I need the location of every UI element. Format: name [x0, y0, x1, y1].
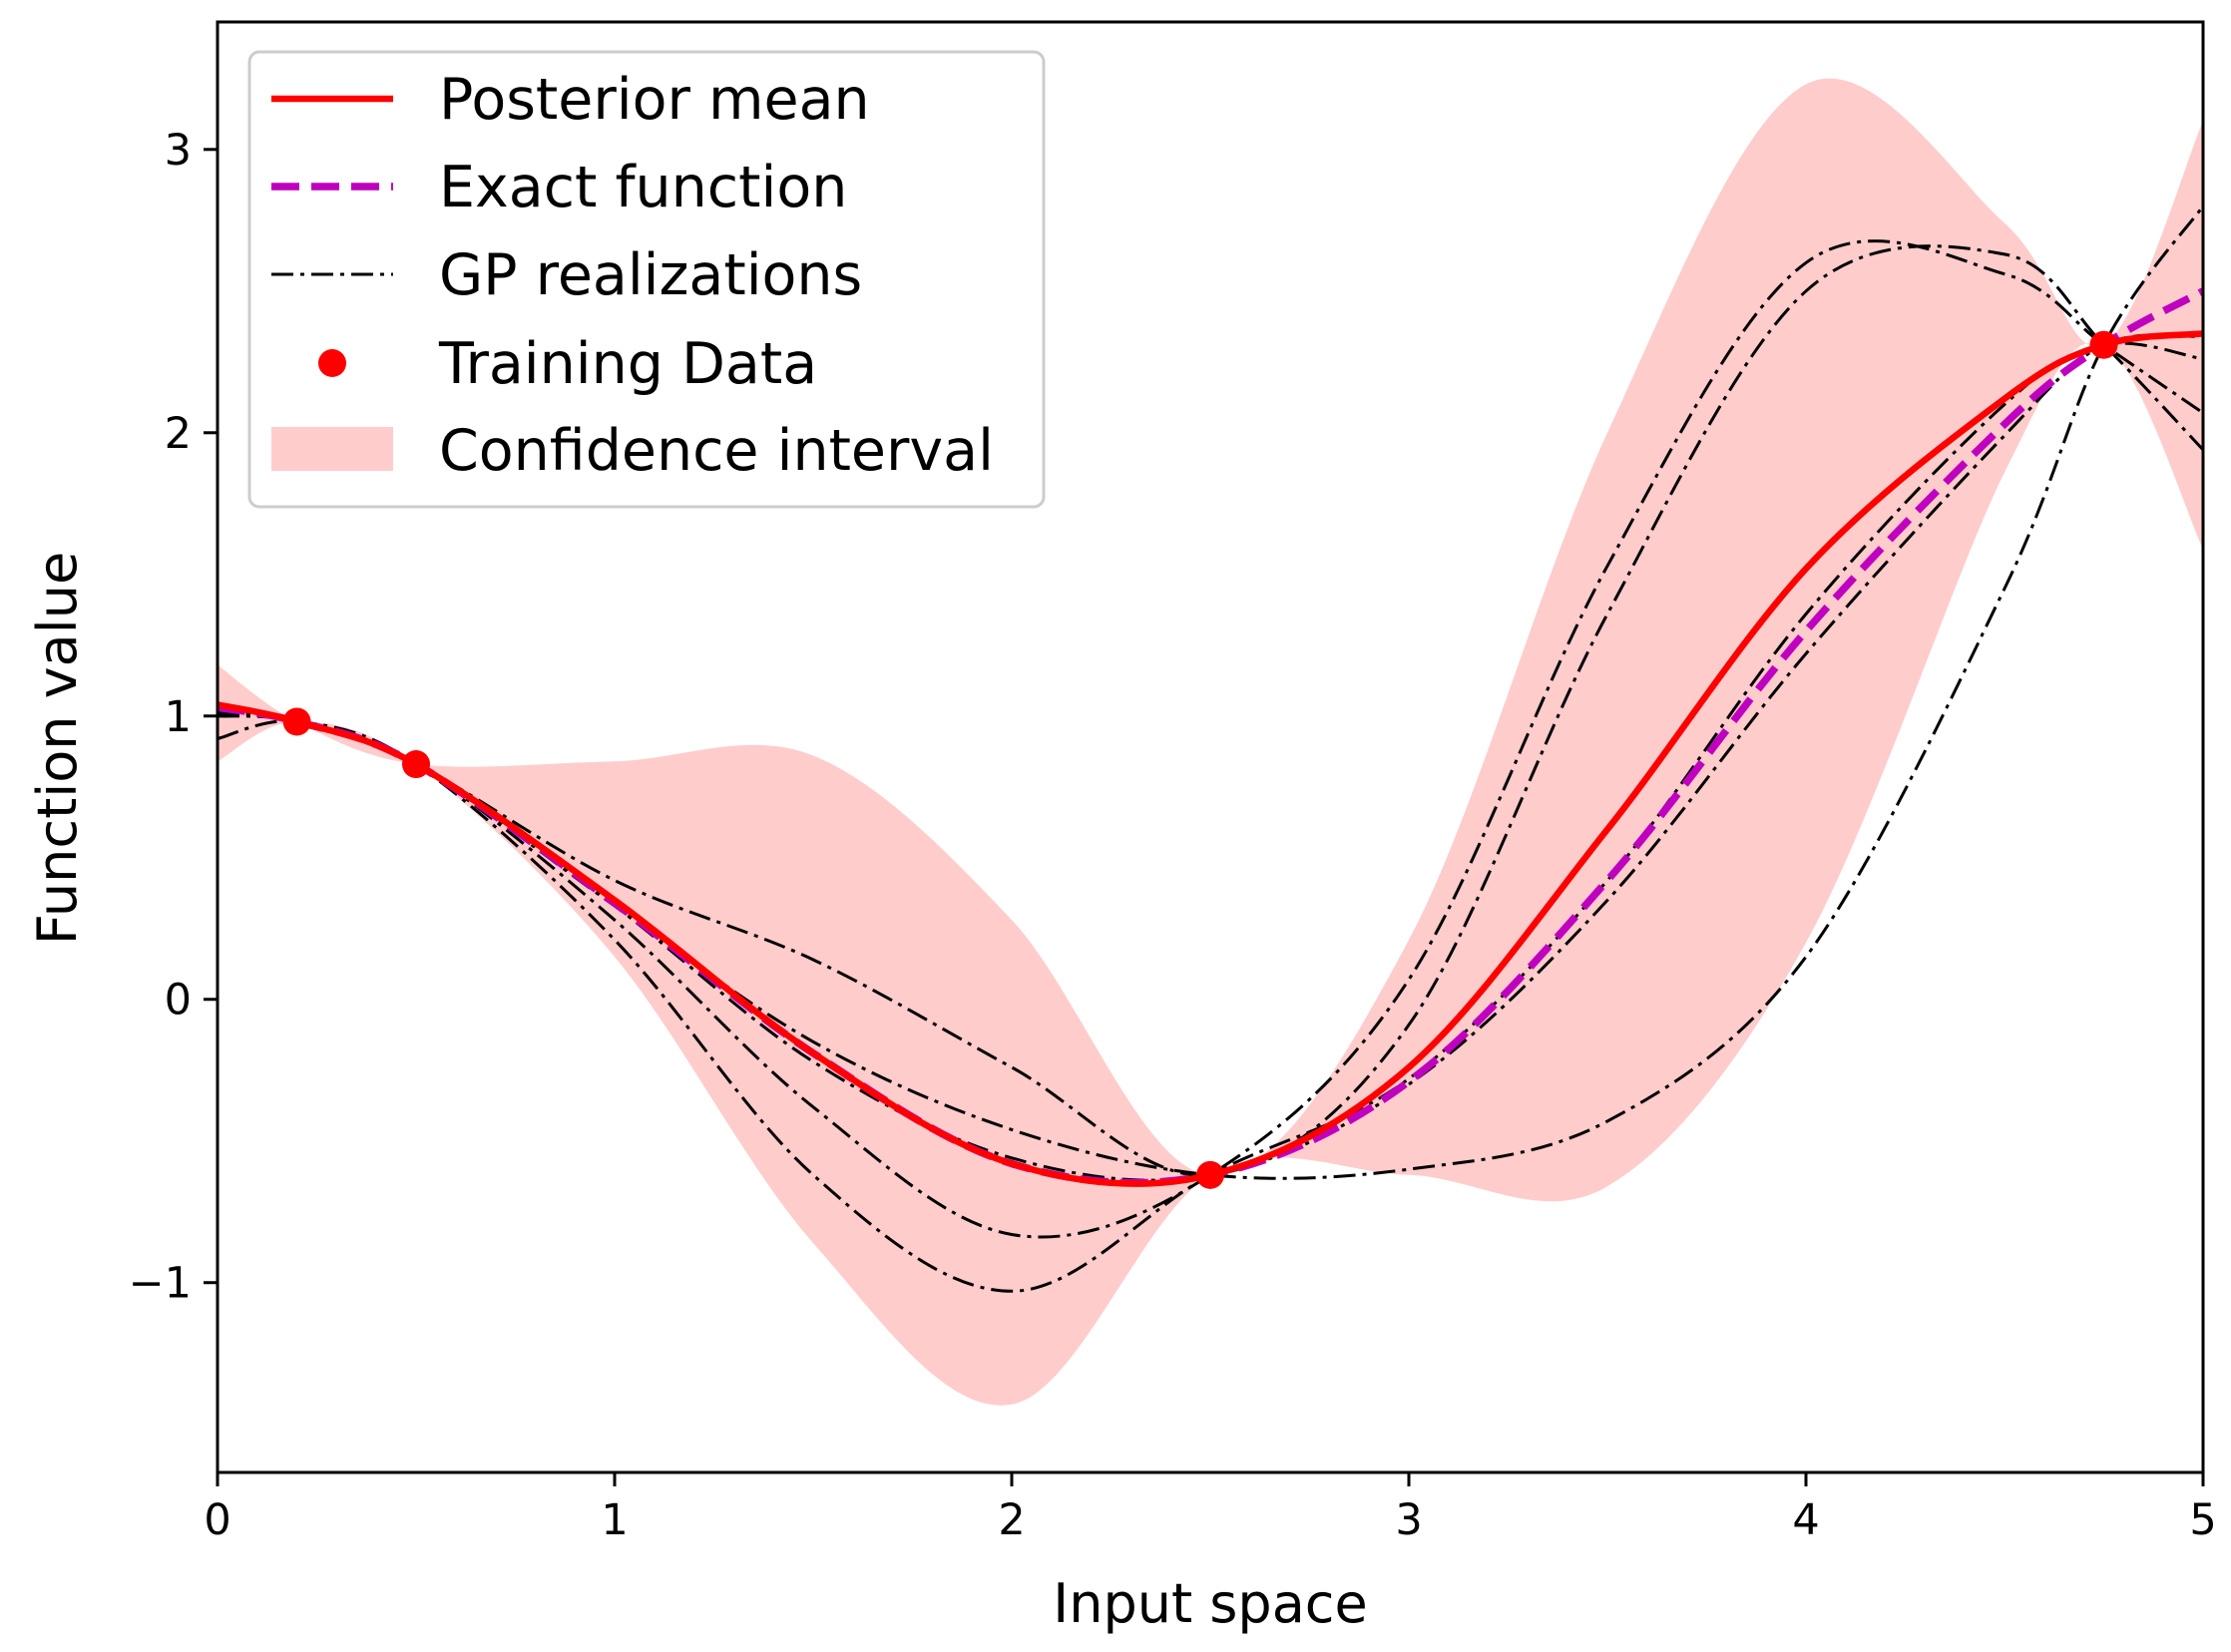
x-axis-label: Input space: [1053, 1572, 1367, 1635]
legend-label-gp-realizations: GP realizations: [439, 242, 862, 308]
legend-swatch-training-data: [318, 349, 346, 377]
training-data-point: [1196, 1160, 1224, 1189]
x-tick-label: 3: [1395, 1495, 1422, 1545]
confidence-interval-band: [218, 78, 2203, 1406]
gp-realization-line-3: [218, 239, 2203, 1239]
y-axis-label: Function value: [26, 552, 89, 945]
y-axis-ticks: −1 0 1 2 3: [129, 126, 218, 1309]
y-tick-label: 3: [165, 126, 192, 176]
training-data-point: [282, 707, 311, 736]
y-tick-label: −1: [129, 1259, 192, 1309]
x-tick-label: 0: [204, 1495, 230, 1545]
x-axis-ticks: 0 1 2 3 4 5: [204, 1472, 2217, 1545]
legend: Posterior mean Exact function GP realiza…: [247, 50, 1046, 509]
x-tick-label: 2: [998, 1495, 1025, 1545]
legend-label-training-data: Training Data: [438, 331, 817, 397]
legend-label-posterior-mean: Posterior mean: [439, 67, 870, 133]
x-tick-label: 5: [2189, 1495, 2216, 1545]
plot-area: [218, 78, 2203, 1406]
legend-frame: [247, 50, 1046, 509]
y-tick-label: 1: [165, 692, 192, 742]
y-tick-label: 0: [165, 976, 192, 1026]
legend-label-confidence-interval: Confidence interval: [439, 418, 994, 484]
x-tick-label: 1: [601, 1495, 628, 1545]
plot-frame: [216, 20, 2205, 1474]
legend-swatch-confidence-interval: [271, 427, 393, 471]
y-tick-label: 2: [165, 409, 192, 459]
posterior-mean-line: [218, 330, 2203, 1187]
training-data-point: [2089, 330, 2118, 359]
legend-label-exact-function: Exact function: [439, 155, 847, 220]
training-data-point: [402, 750, 430, 779]
x-tick-label: 4: [1792, 1495, 1819, 1545]
training-data-points: [282, 330, 2118, 1189]
